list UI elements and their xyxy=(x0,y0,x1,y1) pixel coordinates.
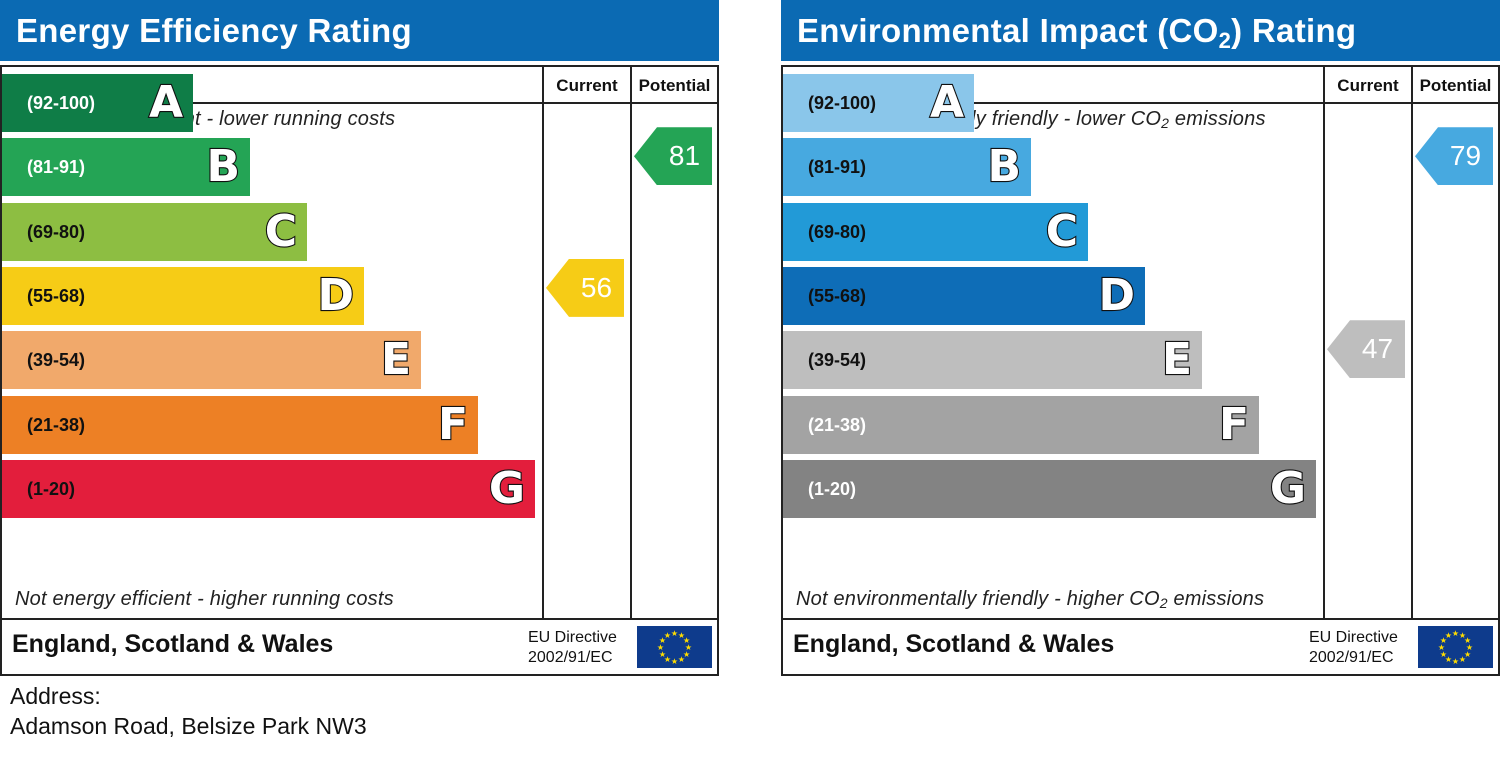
band-letter: E xyxy=(380,333,412,386)
band-letter: C xyxy=(1045,204,1080,257)
band-range: (1-20) xyxy=(808,478,857,499)
environmental-impact-chart: Environmental Impact (CO2) Rating Curren… xyxy=(781,0,1500,676)
band-range: (81-91) xyxy=(808,157,867,178)
current-column-header: Current xyxy=(556,76,618,95)
rating-box: Current Potential Very energy efficient … xyxy=(0,65,719,676)
band-g: (1-20) G xyxy=(783,459,1316,518)
band-b: (81-91) B xyxy=(2,138,250,197)
band-range: (92-100) xyxy=(27,93,96,113)
footer-region: England, Scotland & Wales xyxy=(793,630,1115,658)
band-range: (92-100) xyxy=(808,93,877,113)
band-letter: C xyxy=(264,204,299,257)
band-f: (21-38) F xyxy=(2,395,478,454)
eu-star-icon: ★ xyxy=(1452,629,1459,638)
band-range: (69-80) xyxy=(808,221,867,242)
band-g: (1-20) G xyxy=(2,459,535,518)
current-rating-value: 47 xyxy=(1361,333,1394,365)
eu-star-icon: ★ xyxy=(683,636,690,645)
address-value: Adamson Road, Belsize Park NW3 xyxy=(10,713,367,739)
eu-star-icon: ★ xyxy=(659,650,666,659)
eu-flag-icon: ★ ★ ★ ★ ★ ★ ★ ★ ★ ★ ★ ★ xyxy=(1418,626,1493,668)
eu-flag-icon: ★ ★ ★ ★ ★ ★ ★ ★ ★ ★ ★ ★ xyxy=(637,626,712,668)
eu-star-icon: ★ xyxy=(657,643,664,652)
chart-title: Environmental Impact (CO2) Rating xyxy=(781,0,1500,61)
band-range: (69-80) xyxy=(27,221,86,242)
band-e: (39-54) E xyxy=(783,331,1202,390)
eu-star-icon: ★ xyxy=(1452,657,1459,666)
current-rating-arrow: 56 xyxy=(546,258,624,317)
band-a: (92-100) A xyxy=(783,74,974,132)
eu-star-icon: ★ xyxy=(1466,643,1473,652)
bottom-note: Not energy efficient - higher running co… xyxy=(15,588,394,610)
potential-column-header: Potential xyxy=(1419,76,1492,95)
band-letter: F xyxy=(437,397,469,450)
potential-rating-arrow: 79 xyxy=(1415,127,1493,186)
band-range: (21-38) xyxy=(27,414,86,435)
band-letter: A xyxy=(929,76,965,129)
band-range: (21-38) xyxy=(808,414,867,435)
eu-star-icon: ★ xyxy=(664,655,671,664)
footer-region: England, Scotland & Wales xyxy=(12,630,334,658)
eu-directive: EU Directive 2002/91/EC xyxy=(1309,629,1398,666)
band-d: (55-68) D xyxy=(783,266,1145,325)
band-letter: G xyxy=(488,462,526,515)
current-column-header: Current xyxy=(1337,76,1399,95)
bottom-note: Not environmentally friendly - higher CO… xyxy=(796,588,1265,611)
band-letter: A xyxy=(148,76,184,129)
band-c: (69-80) C xyxy=(2,202,307,261)
band-letter: F xyxy=(1218,397,1250,450)
eu-star-icon: ★ xyxy=(685,643,692,652)
eu-star-icon: ★ xyxy=(1464,636,1471,645)
eu-star-icon: ★ xyxy=(1459,631,1466,640)
eu-star-icon: ★ xyxy=(1464,650,1471,659)
band-letter: B xyxy=(205,140,241,193)
eu-star-icon: ★ xyxy=(671,629,678,638)
eu-star-icon: ★ xyxy=(1438,643,1445,652)
band-f: (21-38) F xyxy=(783,395,1259,454)
band-range: (55-68) xyxy=(27,285,86,306)
potential-rating-arrow: 81 xyxy=(634,127,712,186)
eu-star-icon: ★ xyxy=(1459,655,1466,664)
band-letter: G xyxy=(1269,462,1307,515)
band-range: (1-20) xyxy=(27,478,76,499)
band-range: (55-68) xyxy=(808,285,867,306)
band-range: (39-54) xyxy=(27,350,86,371)
potential-rating-value: 81 xyxy=(668,140,701,172)
band-letter: D xyxy=(316,269,355,322)
band-letter: E xyxy=(1161,333,1193,386)
rating-box: Current Potential Very environmentally f… xyxy=(781,65,1500,676)
potential-column-header: Potential xyxy=(638,76,711,95)
eu-star-icon: ★ xyxy=(683,650,690,659)
band-c: (69-80) C xyxy=(783,202,1088,261)
eu-star-icon: ★ xyxy=(659,636,666,645)
eu-star-icon: ★ xyxy=(1445,655,1452,664)
chart-title: Energy Efficiency Rating xyxy=(0,0,719,61)
band-d: (55-68) D xyxy=(2,266,364,325)
eu-star-icon: ★ xyxy=(1445,631,1452,640)
band-range: (39-54) xyxy=(808,350,867,371)
eu-directive: EU Directive 2002/91/EC xyxy=(528,629,617,666)
eu-star-icon: ★ xyxy=(1440,636,1447,645)
current-rating-arrow: 47 xyxy=(1327,320,1405,379)
band-e: (39-54) E xyxy=(2,331,421,390)
eu-star-icon: ★ xyxy=(664,631,671,640)
potential-rating-value: 79 xyxy=(1449,140,1482,172)
eu-star-icon: ★ xyxy=(1440,650,1447,659)
band-a: (92-100) A xyxy=(2,74,193,132)
eu-star-icon: ★ xyxy=(678,655,685,664)
band-b: (81-91) B xyxy=(783,138,1031,197)
eu-star-icon: ★ xyxy=(678,631,685,640)
band-range: (81-91) xyxy=(27,157,86,178)
band-letter: B xyxy=(986,140,1022,193)
current-rating-value: 56 xyxy=(580,271,613,303)
band-letter: D xyxy=(1097,269,1136,322)
eu-star-icon: ★ xyxy=(671,657,678,666)
energy-efficiency-chart: Energy Efficiency Rating Current Potenti… xyxy=(0,0,719,676)
address-label: Address: xyxy=(10,683,101,709)
